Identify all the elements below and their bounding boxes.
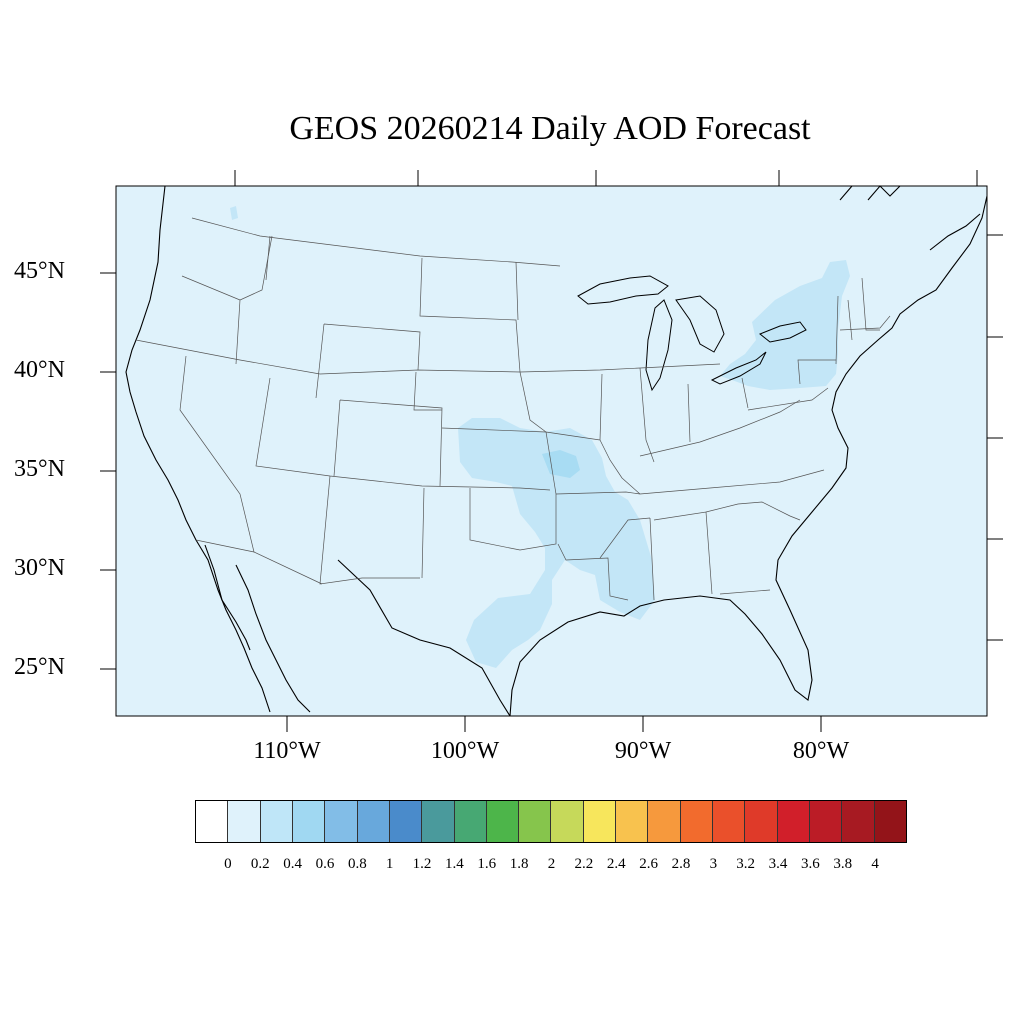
great-lakes xyxy=(577,275,807,392)
colorbar-tick-label: 2.8 xyxy=(671,856,691,872)
colorbar-tick-label: 2.6 xyxy=(639,856,658,872)
lat-label-45n: 45°N xyxy=(14,258,65,284)
colorbar-box xyxy=(519,801,552,842)
colorbar-tick-label: 2.2 xyxy=(574,856,594,872)
colorbar xyxy=(195,800,907,843)
colorbar-tick-label: 2.4 xyxy=(606,856,626,872)
colorbar-box xyxy=(228,801,261,842)
colorbar-tick-label: 0.8 xyxy=(347,856,367,872)
colorbar-tick-label: 4 xyxy=(871,856,879,872)
colorbar-tick-label: 1.4 xyxy=(445,856,464,872)
colorbar-box xyxy=(616,801,649,842)
colorbar-tick-label: 3.6 xyxy=(801,856,820,872)
colorbar-tick-label: 3.2 xyxy=(736,856,756,872)
colorbar-box xyxy=(454,801,487,842)
coastline xyxy=(125,185,988,717)
lat-label-35n: 35°N xyxy=(14,456,65,482)
colorbar-box xyxy=(680,801,713,842)
lat-label-30n: 30°N xyxy=(14,555,65,581)
colorbar-box xyxy=(196,801,229,842)
colorbar-box xyxy=(874,801,906,842)
colorbar-box xyxy=(486,801,520,842)
colorbar-box xyxy=(422,801,455,842)
lon-label-80w: 80°W xyxy=(792,738,850,764)
state-boundaries xyxy=(135,217,891,601)
lon-label-100w: 100°W xyxy=(430,738,500,764)
colorbar-box xyxy=(809,801,843,842)
aod-plumes xyxy=(230,206,850,668)
colorbar-box xyxy=(551,801,584,842)
colorbar-tick-label: 0.2 xyxy=(250,856,270,872)
colorbar-box xyxy=(713,801,746,842)
lat-label-40n: 40°N xyxy=(14,357,65,383)
colorbar-box xyxy=(842,801,875,842)
colorbar-box xyxy=(389,801,423,842)
axis-ticks xyxy=(100,170,1003,732)
colorbar-box xyxy=(357,801,390,842)
colorbar-tick-label: 0.6 xyxy=(315,856,335,872)
lon-label-90w: 90°W xyxy=(614,738,672,764)
map-title: GEOS 20260214 Daily AOD Forecast xyxy=(289,110,811,147)
colorbar-tick-label: 1 xyxy=(385,856,394,872)
plume-pacific-nw xyxy=(230,206,238,220)
colorbar-box xyxy=(745,801,778,842)
colorbar-tick-label: 3.8 xyxy=(833,856,853,872)
plume-southern-plains xyxy=(458,418,655,668)
colorbar-tick-label: 1.6 xyxy=(477,856,497,872)
colorbar-box xyxy=(260,801,293,842)
colorbar-tick-label: 0.4 xyxy=(283,856,302,872)
lat-label-25n: 25°N xyxy=(14,654,65,680)
colorbar-box xyxy=(583,801,617,842)
colorbar-tick-label: 3 xyxy=(709,856,718,872)
colorbar-box xyxy=(777,801,810,842)
colorbar-tick-label: 0 xyxy=(224,856,232,872)
colorbar-box xyxy=(648,801,681,842)
colorbar-box xyxy=(325,801,358,842)
colorbar-tick-label: 2 xyxy=(547,856,556,872)
colorbar-tick-label: 1.8 xyxy=(509,856,529,872)
colorbar-tick-label: 1.2 xyxy=(412,856,432,872)
lon-label-110w: 110°W xyxy=(253,738,321,764)
plume-kansas-core xyxy=(542,450,580,478)
colorbar-box xyxy=(292,801,326,842)
colorbar-tick-label: 3.4 xyxy=(768,856,788,872)
